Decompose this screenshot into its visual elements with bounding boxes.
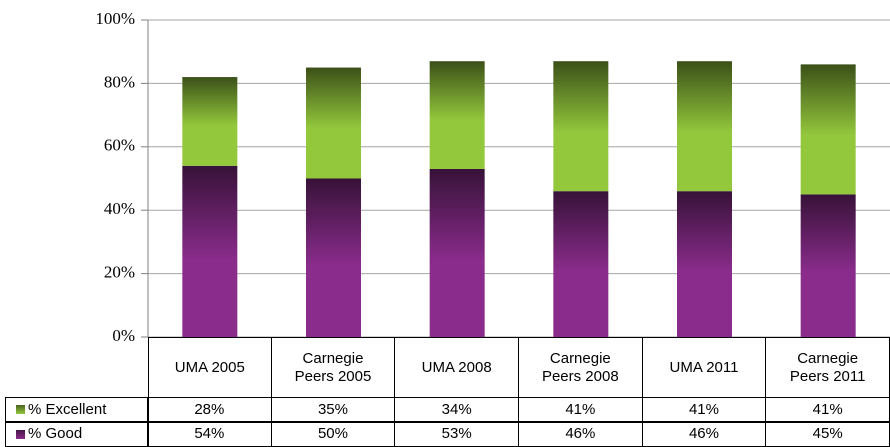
bar-segment — [429, 168, 485, 337]
y-tick-label: 20% — [104, 263, 135, 282]
bar-segment — [306, 67, 361, 179]
legend-key — [16, 405, 25, 414]
data-label: 46% — [518, 421, 643, 447]
category-label: Carnegie Peers 2011 — [765, 337, 890, 398]
legend-entry: % Good — [5, 421, 149, 447]
bar-segment — [306, 178, 361, 337]
category-label: UMA 2005 — [148, 337, 272, 398]
legend-key — [16, 429, 25, 439]
y-tick-label: 40% — [104, 199, 135, 218]
data-label: 41% — [641, 397, 767, 422]
bar-segment — [553, 191, 609, 337]
y-tick-label: 100% — [95, 9, 135, 28]
category-label: Carnegie Peers 2008 — [518, 337, 643, 398]
bar-segment — [677, 191, 732, 337]
data-label: 28% — [147, 397, 272, 422]
legend-label: % Excellent — [28, 400, 107, 418]
category-label: UMA 2011 — [641, 337, 767, 398]
legend-entry: % Excellent — [5, 397, 149, 422]
data-label: 45% — [765, 421, 890, 447]
bar-segment — [553, 61, 609, 192]
bar-segment — [800, 194, 856, 337]
data-label: 54% — [147, 421, 272, 447]
bar-segment — [677, 61, 732, 192]
data-label: 41% — [518, 397, 643, 422]
bar-segment — [800, 64, 856, 195]
data-label: 46% — [641, 421, 767, 447]
y-tick-label: 60% — [104, 136, 135, 155]
data-label: 50% — [270, 421, 396, 447]
data-label: 35% — [270, 397, 396, 422]
category-label: Carnegie Peers 2005 — [270, 337, 396, 398]
y-tick-label: 0% — [112, 326, 135, 345]
data-label: 53% — [394, 421, 519, 447]
category-label: UMA 2008 — [394, 337, 519, 398]
y-tick-label: 80% — [104, 72, 135, 91]
bar-segment — [182, 165, 238, 337]
legend-label: % Good — [28, 425, 83, 442]
bar-segment — [429, 61, 485, 169]
bar-segment — [182, 77, 238, 166]
data-label: 41% — [765, 397, 890, 422]
data-label: 34% — [394, 397, 519, 422]
